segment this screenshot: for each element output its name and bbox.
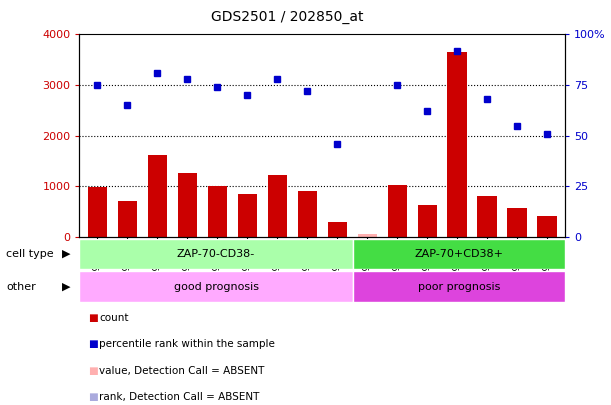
Text: good prognosis: good prognosis (174, 281, 258, 292)
Text: poor prognosis: poor prognosis (418, 281, 500, 292)
Bar (387, 185, 407, 237)
Bar (353, 271, 565, 302)
Bar (477, 196, 497, 237)
Bar (148, 155, 167, 237)
Bar (508, 207, 527, 237)
Text: percentile rank within the sample: percentile rank within the sample (99, 339, 275, 349)
Text: ZAP-70-CD38-: ZAP-70-CD38- (177, 249, 255, 259)
Bar (268, 175, 287, 237)
Text: ■: ■ (88, 366, 98, 375)
Text: cell type: cell type (6, 249, 54, 259)
Bar (118, 202, 137, 237)
Text: ■: ■ (88, 313, 98, 323)
Bar (357, 234, 377, 237)
Text: ■: ■ (88, 392, 98, 402)
Text: GDS2501 / 202850_at: GDS2501 / 202850_at (211, 10, 364, 24)
Bar (447, 52, 467, 237)
Bar (327, 222, 347, 237)
Bar (87, 187, 107, 237)
Bar (79, 271, 353, 302)
Text: ▶: ▶ (62, 249, 70, 259)
Bar (178, 173, 197, 237)
Text: rank, Detection Call = ABSENT: rank, Detection Call = ABSENT (99, 392, 259, 402)
Bar (298, 192, 317, 237)
Text: ▶: ▶ (62, 281, 70, 292)
Text: value, Detection Call = ABSENT: value, Detection Call = ABSENT (99, 366, 265, 375)
Bar (353, 239, 565, 269)
Bar (208, 186, 227, 237)
Text: ■: ■ (88, 339, 98, 349)
Bar (417, 205, 437, 237)
Bar (538, 216, 557, 237)
Text: ZAP-70+CD38+: ZAP-70+CD38+ (414, 249, 503, 259)
Bar (79, 239, 353, 269)
Text: other: other (6, 281, 36, 292)
Text: count: count (99, 313, 128, 323)
Bar (238, 194, 257, 237)
